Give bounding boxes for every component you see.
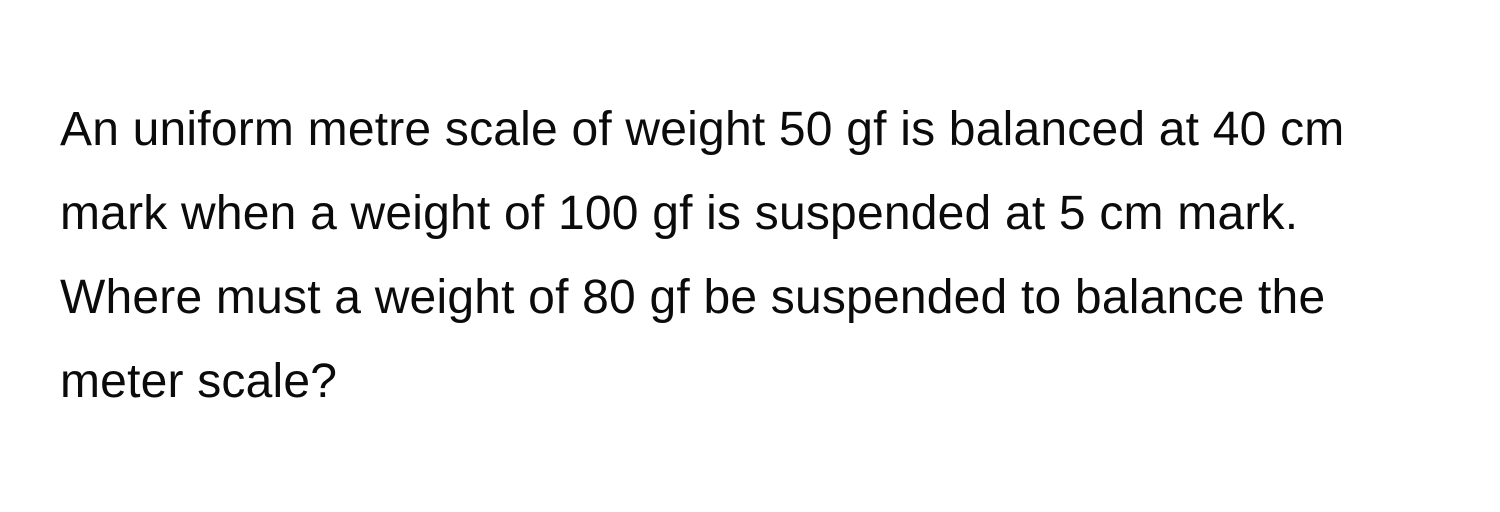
physics-question-text: An uniform metre scale of weight 50 gf i… [60, 88, 1440, 424]
